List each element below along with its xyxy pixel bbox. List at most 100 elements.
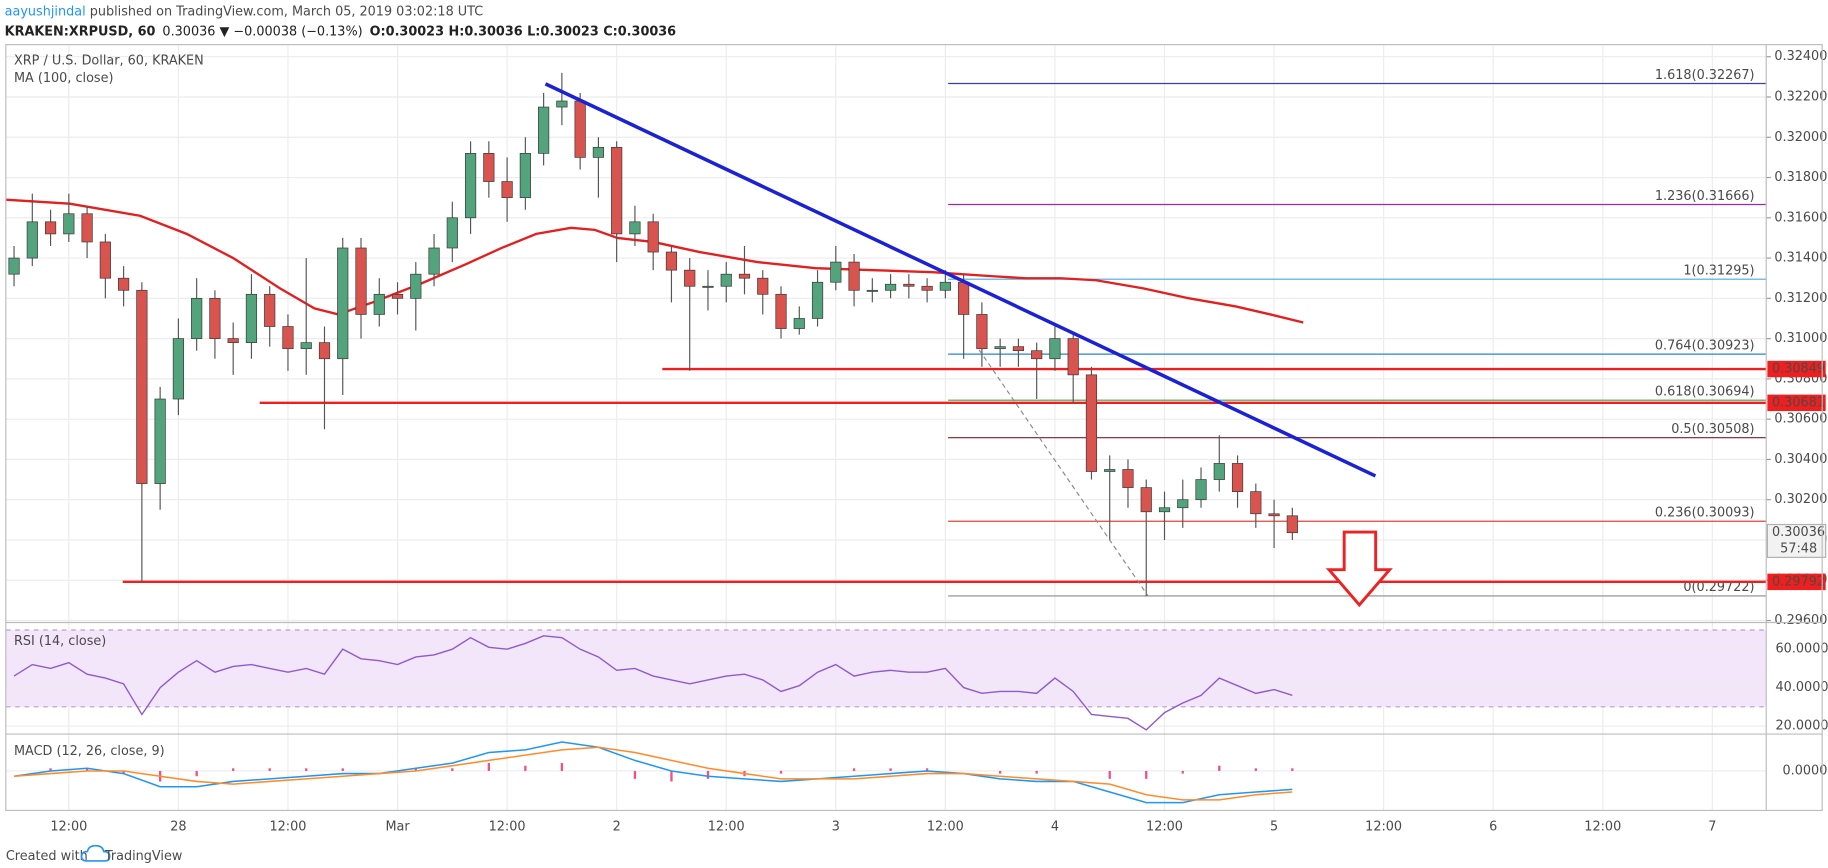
candle-body xyxy=(300,342,312,350)
candle-body xyxy=(428,247,440,275)
brand-logo xyxy=(80,844,111,862)
y-tick-label: 0.30400 xyxy=(1774,452,1827,467)
last-price-label: 0.30036 xyxy=(1772,525,1825,540)
x-tick-label: 12:00 xyxy=(1584,819,1621,834)
candle-body xyxy=(209,297,221,339)
y-tick-label: 0.31600 xyxy=(1774,210,1827,225)
macd-tick-label: 0.0000 xyxy=(1783,763,1828,778)
candle-body xyxy=(154,398,166,484)
candle-body xyxy=(118,277,130,291)
y-tick-label: 0.32000 xyxy=(1774,130,1827,145)
candle-body xyxy=(446,217,458,249)
candle-body xyxy=(1177,499,1189,509)
candle-body xyxy=(227,338,239,343)
candle-body xyxy=(8,257,20,275)
candle-body xyxy=(1286,515,1298,534)
price-tag xyxy=(1767,394,1826,412)
x-tick-label: Mar xyxy=(385,819,410,834)
fib-label: 0(0.29722) xyxy=(1683,580,1754,595)
candle-body xyxy=(318,342,331,360)
x-tick-label: 3 xyxy=(832,819,840,834)
countdown: 57:48 xyxy=(1780,542,1817,557)
candle-body xyxy=(939,281,951,291)
frame xyxy=(5,44,1823,812)
candle-body xyxy=(903,283,915,287)
y-tick-label: 0.30200 xyxy=(1774,492,1827,507)
candle-body xyxy=(410,273,422,299)
candle-body xyxy=(830,261,842,283)
candle-body xyxy=(592,146,605,158)
candle-body xyxy=(1049,338,1061,360)
candle-body xyxy=(172,338,184,400)
footer-brand[interactable]: TradingView xyxy=(104,849,182,864)
candle-body xyxy=(501,181,513,199)
candle-body xyxy=(391,293,404,299)
candle-body xyxy=(264,293,276,327)
candle-body xyxy=(1031,350,1043,360)
candle-body xyxy=(684,269,696,287)
candle-body xyxy=(574,100,586,158)
candle-body xyxy=(757,277,769,295)
down-arrow xyxy=(1325,530,1393,608)
candle-body xyxy=(1140,487,1152,513)
candle-body xyxy=(1213,463,1225,480)
candle-body xyxy=(611,146,623,235)
candle-body xyxy=(44,221,57,235)
fib-label: 0.236(0.30093) xyxy=(1655,505,1755,520)
candle-body xyxy=(26,221,38,259)
candle-body xyxy=(793,318,805,329)
candle-body xyxy=(136,289,148,484)
author[interactable]: aayushjindal xyxy=(5,4,86,19)
x-tick-label: 12:00 xyxy=(1365,819,1402,834)
fib-label: 0.618(0.30694) xyxy=(1655,384,1755,399)
fib-label: 1.618(0.32267) xyxy=(1655,68,1755,83)
footer-created: Created with xyxy=(6,849,88,864)
moving-average xyxy=(5,198,1304,324)
fib-guide xyxy=(978,349,1149,597)
candle-body xyxy=(373,293,385,315)
x-tick-label: 2 xyxy=(613,819,621,834)
rsi-tick-label: 20.0000 xyxy=(1776,719,1828,734)
x-tick-label: 12:00 xyxy=(489,819,526,834)
candle-body xyxy=(738,273,751,279)
fib-label: 0.5(0.30508) xyxy=(1671,422,1754,437)
candle-body xyxy=(355,247,367,315)
x-tick-label: 28 xyxy=(170,819,186,834)
candle-body xyxy=(848,261,860,291)
candle-body xyxy=(191,297,203,339)
y-tick-label: 0.31800 xyxy=(1774,170,1827,185)
candle-body xyxy=(921,285,933,291)
price-tag-label: 0.29792 xyxy=(1772,574,1825,589)
x-tick-label: 6 xyxy=(1489,819,1497,834)
candle-body xyxy=(647,221,659,253)
candle-body xyxy=(1195,479,1207,501)
y-tick-label: 0.32400 xyxy=(1774,49,1827,64)
candle-body xyxy=(1268,513,1280,517)
candle-body xyxy=(63,213,75,235)
candle-body xyxy=(866,289,878,292)
y-tick-label: 0.32200 xyxy=(1774,89,1827,104)
y-tick-label: 0.31200 xyxy=(1774,291,1827,306)
ohlc: O:0.30023 H:0.30036 L:0.30023 C:0.30036 xyxy=(370,24,677,39)
candle-body xyxy=(483,153,495,182)
candle-body xyxy=(99,241,111,279)
price-tag xyxy=(1767,360,1826,378)
macd-line xyxy=(13,741,1293,804)
x-tick-label: 12:00 xyxy=(927,819,964,834)
last-price-tag xyxy=(1766,523,1827,558)
candle-body xyxy=(1085,374,1098,472)
y-tick-label: 0.29600 xyxy=(1774,613,1827,628)
candle-body xyxy=(1067,338,1079,376)
candle-body xyxy=(538,106,550,154)
candle-body xyxy=(337,247,349,360)
candle-body xyxy=(1122,469,1134,488)
candle-body xyxy=(720,273,732,287)
candle-body xyxy=(1012,346,1025,352)
rsi-tick-label: 40.0000 xyxy=(1776,680,1828,695)
header-line: aayushjindal published on TradingView.co… xyxy=(5,4,484,19)
rsi-band xyxy=(5,630,1767,707)
candle-body xyxy=(519,153,531,199)
x-tick-label: 12:00 xyxy=(708,819,745,834)
fib-label: 1(0.31295) xyxy=(1683,263,1754,278)
